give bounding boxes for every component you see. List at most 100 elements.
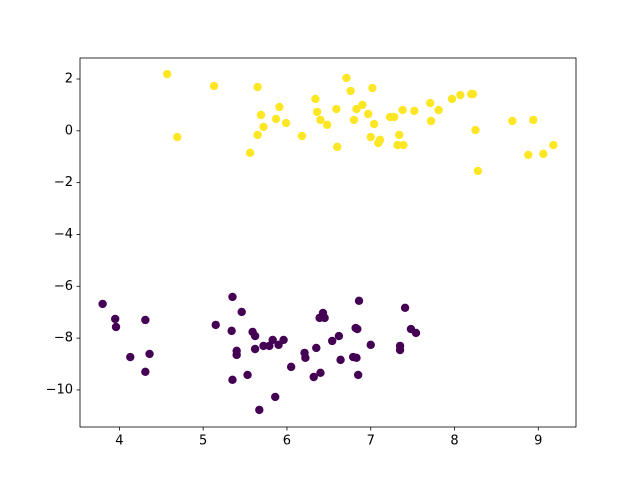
- point: [327, 336, 337, 346]
- point: [426, 98, 435, 108]
- point: [228, 375, 237, 385]
- point: [395, 130, 404, 140]
- point: [211, 320, 220, 330]
- y-tick-label: 0: [65, 123, 73, 138]
- point: [256, 110, 266, 120]
- point: [271, 114, 281, 124]
- point: [237, 307, 246, 317]
- point: [245, 148, 255, 158]
- point: [358, 100, 367, 110]
- x-tick-label: 8: [450, 434, 458, 449]
- point: [400, 303, 410, 313]
- point: [529, 115, 538, 125]
- point: [141, 367, 150, 377]
- point: [352, 104, 361, 114]
- point: [353, 370, 363, 380]
- point: [311, 94, 320, 104]
- point: [126, 352, 135, 362]
- point: [162, 69, 172, 79]
- point: [395, 345, 405, 355]
- point: [334, 331, 344, 341]
- point: [366, 340, 375, 350]
- point: [368, 83, 377, 93]
- point: [364, 109, 373, 119]
- y-tick-label: −2: [54, 175, 73, 190]
- point: [259, 341, 268, 351]
- point: [393, 140, 402, 150]
- point: [456, 90, 465, 100]
- point: [389, 112, 399, 122]
- point: [349, 115, 359, 125]
- point: [316, 115, 325, 125]
- point: [297, 131, 307, 141]
- point: [473, 166, 483, 176]
- point: [250, 331, 260, 341]
- point: [281, 118, 291, 128]
- point: [411, 328, 421, 338]
- point: [255, 405, 264, 415]
- point: [232, 350, 241, 360]
- point: [434, 105, 443, 115]
- y-tick-label: −8: [54, 331, 73, 346]
- point: [243, 370, 252, 380]
- point: [468, 89, 478, 99]
- point: [98, 299, 107, 309]
- point: [375, 135, 385, 145]
- x-tick-label: 7: [367, 434, 375, 449]
- point: [539, 149, 548, 159]
- axes-frame: [79, 57, 577, 428]
- point: [399, 140, 408, 150]
- point: [268, 335, 277, 345]
- point: [253, 130, 262, 140]
- point: [320, 313, 329, 323]
- y-tick-label: −6: [54, 279, 73, 294]
- point: [312, 343, 321, 353]
- point: [342, 73, 351, 83]
- point: [322, 120, 332, 130]
- point: [354, 296, 364, 306]
- point: [369, 119, 379, 129]
- point: [312, 107, 322, 117]
- point: [141, 315, 150, 325]
- point: [286, 362, 296, 372]
- x-tick-label: 6: [283, 434, 291, 449]
- point: [346, 86, 355, 96]
- point: [524, 150, 533, 160]
- point: [309, 372, 318, 382]
- point: [366, 132, 375, 142]
- point: [549, 140, 558, 150]
- point: [110, 314, 120, 324]
- point: [426, 116, 436, 126]
- y-tick-label: −4: [54, 227, 73, 242]
- point: [279, 335, 288, 345]
- point: [333, 142, 342, 152]
- x-tick-label: 5: [199, 434, 207, 449]
- y-tick-label: 2: [65, 71, 73, 86]
- point: [145, 349, 154, 359]
- point: [275, 102, 284, 112]
- point: [316, 368, 325, 378]
- point: [398, 105, 407, 115]
- point: [332, 104, 341, 114]
- point: [172, 132, 182, 142]
- point: [410, 106, 419, 116]
- point: [301, 353, 310, 363]
- point: [253, 82, 262, 92]
- x-tick-label: 9: [534, 434, 542, 449]
- point: [228, 292, 237, 302]
- point: [447, 94, 457, 104]
- point: [259, 122, 268, 132]
- point: [209, 81, 219, 91]
- point: [111, 322, 121, 332]
- point: [508, 116, 517, 126]
- point: [353, 324, 362, 334]
- y-tick-label: −10: [46, 382, 73, 397]
- point: [336, 355, 345, 365]
- point: [271, 392, 280, 402]
- point: [471, 125, 480, 135]
- x-tick-label: 4: [115, 434, 123, 449]
- point: [227, 326, 236, 336]
- point: [250, 344, 260, 354]
